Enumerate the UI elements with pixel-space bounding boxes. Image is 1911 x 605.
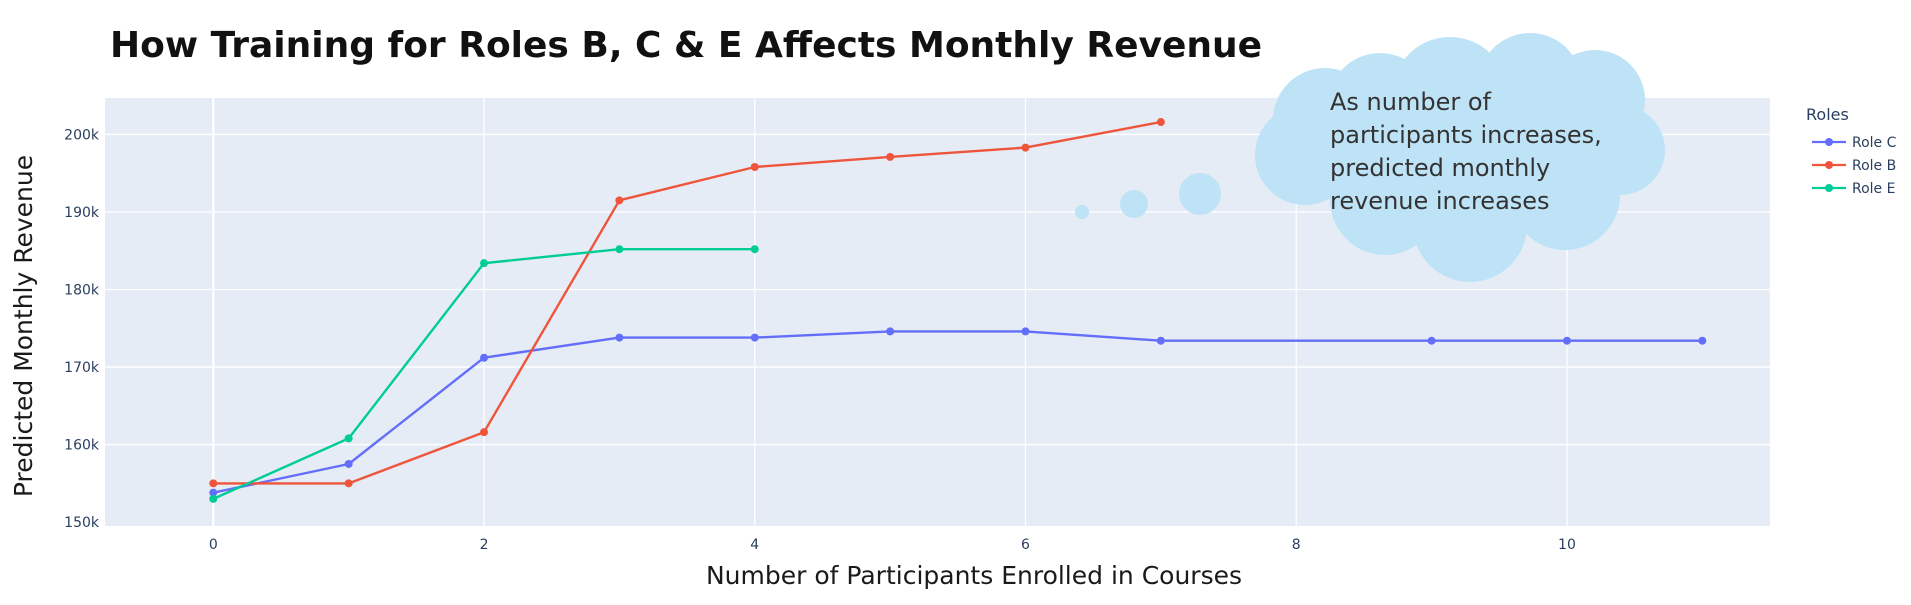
data-point-role-b <box>1021 143 1030 152</box>
data-point-role-b <box>1156 118 1165 127</box>
data-point-role-e <box>209 494 218 503</box>
legend: Roles Role C Role B Role E <box>1806 105 1897 197</box>
data-point-role-c <box>1562 336 1571 345</box>
data-point-role-c <box>1427 336 1436 345</box>
x-tick-label: 0 <box>209 537 218 553</box>
data-point-role-e <box>344 434 353 443</box>
y-tick-label: 200k <box>64 127 100 143</box>
annotation-line-4: revenue increases <box>1330 187 1550 215</box>
y-tick-label: 160k <box>64 438 100 454</box>
legend-swatch-marker <box>1825 161 1833 169</box>
annotation-line-1: As number of <box>1330 88 1492 116</box>
chart-title: How Training for Roles B, C & E Affects … <box>110 25 1262 66</box>
series-role-c <box>209 327 1707 497</box>
series-role-e <box>209 245 759 503</box>
legend-label: Role C <box>1852 135 1897 151</box>
legend-swatch-marker <box>1825 138 1833 146</box>
data-point-role-e <box>615 245 624 254</box>
data-point-role-b <box>209 479 218 488</box>
x-axis-title: Number of Participants Enrolled in Cours… <box>706 561 1242 590</box>
thought-bubble-dot-small <box>1075 205 1089 219</box>
annotation-line-3: predicted monthly <box>1330 154 1550 182</box>
x-tick-label: 10 <box>1558 537 1576 553</box>
y-axis-title: Predicted Monthly Revenue <box>9 155 38 497</box>
data-point-role-c <box>1021 327 1030 336</box>
data-point-role-b <box>615 196 624 205</box>
x-tick-label: 4 <box>750 537 759 553</box>
x-axis-ticks: 0 2 4 6 8 10 <box>209 537 1576 553</box>
cloud-lobe <box>1325 75 1465 215</box>
thought-bubble-dot-medium <box>1120 190 1148 218</box>
y-tick-label: 180k <box>64 283 100 299</box>
legend-title: Roles <box>1806 105 1849 124</box>
data-point-role-e <box>480 259 489 268</box>
data-point-role-c <box>209 488 218 497</box>
y-tick-label: 190k <box>64 205 100 221</box>
thought-bubble-dot-large <box>1179 173 1221 215</box>
data-point-role-b <box>480 428 489 437</box>
data-point-role-b <box>886 152 895 161</box>
data-point-role-c <box>615 333 624 342</box>
thought-cloud <box>1255 33 1665 282</box>
series-layer <box>209 118 1707 503</box>
annotation-thought-bubble: As number of participants increases, pre… <box>1075 33 1665 282</box>
x-tick-label: 8 <box>1292 537 1301 553</box>
cloud-lobe <box>1475 75 1615 215</box>
legend-item-role-c[interactable]: Role C <box>1812 135 1897 151</box>
x-tick-label: 6 <box>1021 537 1030 553</box>
x-tick-label: 2 <box>480 537 489 553</box>
data-point-role-b <box>344 479 353 488</box>
legend-swatch-marker <box>1825 184 1833 192</box>
legend-item-role-b[interactable]: Role B <box>1812 158 1896 174</box>
data-point-role-c <box>750 333 759 342</box>
series-role-b <box>209 118 1165 488</box>
data-point-role-c <box>886 327 895 336</box>
series-line-role-b <box>213 120 1162 485</box>
data-point-role-c <box>344 459 353 468</box>
data-point-role-c <box>1698 336 1707 345</box>
legend-label: Role E <box>1852 181 1895 197</box>
data-point-role-b <box>750 163 759 172</box>
legend-item-role-e[interactable]: Role E <box>1812 181 1895 197</box>
y-tick-label: 150k <box>64 515 100 531</box>
annotation-line-2: participants increases, <box>1330 121 1602 149</box>
legend-label: Role B <box>1852 158 1896 174</box>
y-axis-ticks: 150k 160k 170k 180k 190k 200k <box>64 127 100 531</box>
data-point-role-e <box>750 245 759 254</box>
data-point-role-c <box>480 353 489 362</box>
y-tick-label: 170k <box>64 360 100 376</box>
data-point-role-c <box>1156 336 1165 345</box>
